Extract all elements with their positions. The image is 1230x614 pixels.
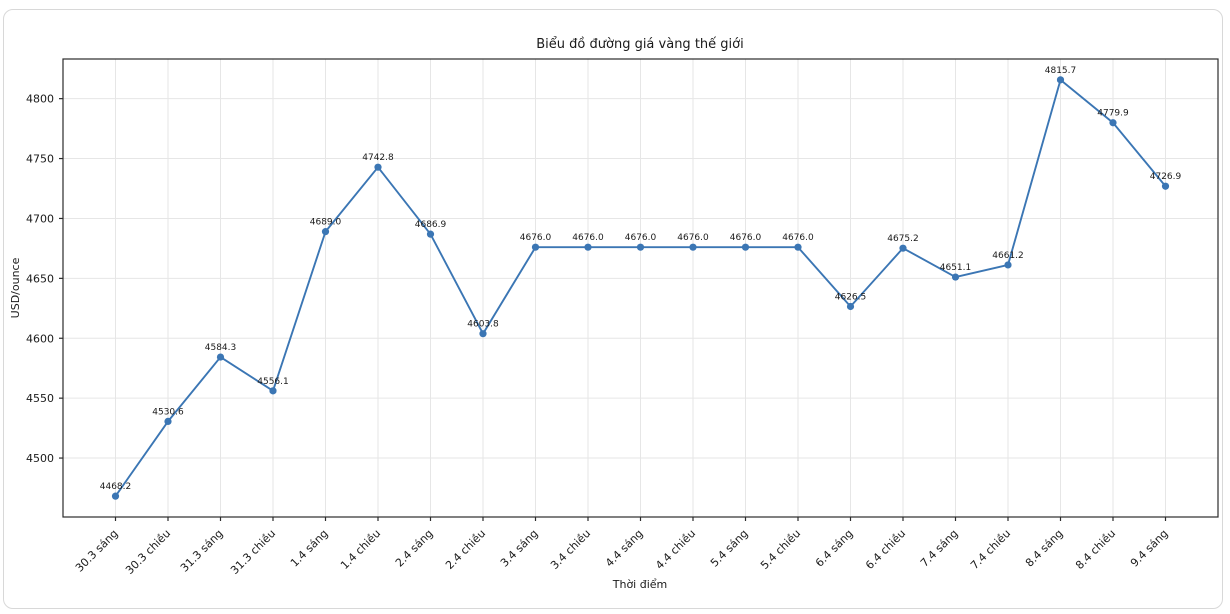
- data-point-marker: [374, 163, 382, 171]
- grid-layer: [63, 59, 1218, 517]
- data-point-label: 4468.2: [100, 482, 132, 492]
- x-tick-label: 8.4 chiều: [1073, 527, 1118, 572]
- data-point-label: 4779.9: [1097, 109, 1129, 119]
- data-point-label: 4661.2: [992, 251, 1024, 261]
- data-point-marker: [741, 243, 750, 251]
- axes-layer: 4500 4550 4600 4650 4700 4750 4800 30.3 sáng 30.…: [26, 58, 1219, 577]
- price-series: [111, 76, 1170, 500]
- x-tick-label: 5.4 sáng: [708, 527, 751, 570]
- x-tick-label: 4.4 sáng: [603, 527, 646, 570]
- data-point-label: 4676.0: [782, 233, 814, 243]
- chart-title: Biểu đồ đường giá vàng thế giới: [536, 37, 743, 52]
- data-point-label: 4815.7: [1045, 66, 1077, 76]
- x-tick-label: 2.4 chiều: [443, 527, 488, 572]
- y-axis-label: USD/ounce: [9, 257, 22, 318]
- data-point-marker: [1161, 182, 1170, 190]
- data-point-marker: [1109, 119, 1117, 127]
- data-point-marker: [216, 353, 225, 361]
- data-point-marker: [479, 330, 487, 338]
- data-point-label: 4676.0: [572, 233, 604, 243]
- x-tick-label: 8.4 sáng: [1023, 527, 1066, 570]
- data-point-marker: [636, 243, 645, 251]
- x-tick-label: 1.4 chiều: [338, 527, 383, 572]
- data-point-label: 4626.5: [835, 293, 867, 303]
- x-tick-label: 7.4 chiều: [968, 527, 1013, 572]
- data-point-marker: [794, 243, 802, 251]
- data-point-label: 4675.2: [887, 234, 919, 244]
- data-point-marker: [111, 492, 120, 500]
- x-tick-label: 3.4 chiều: [548, 527, 593, 572]
- x-tick-label: 4.4 chiều: [653, 527, 698, 572]
- data-point-marker: [426, 230, 435, 238]
- x-tick-label: 7.4 sáng: [918, 527, 961, 570]
- x-tick-label: 31.3 sáng: [178, 527, 226, 575]
- data-point-marker: [951, 273, 960, 281]
- y-tick-label: 4550: [26, 392, 54, 405]
- data-point-label: 4726.9: [1150, 172, 1182, 182]
- data-point-label: 4676.0: [520, 233, 552, 243]
- x-tick-label: 31.3 chiều: [228, 527, 278, 577]
- y-tick-label: 4700: [26, 212, 54, 225]
- data-point-label: 4689.0: [310, 218, 342, 228]
- data-point-marker: [164, 417, 172, 425]
- data-point-label: 4556.1: [257, 377, 289, 387]
- data-point-label: 4584.3: [205, 343, 237, 353]
- data-labels-layer: 4468.2 4530.6 4584.3 4556.1 4689.0 4742.8 4686…: [100, 66, 1182, 492]
- data-point-marker: [321, 228, 330, 236]
- data-point-label: 4651.1: [940, 263, 972, 273]
- data-point-label: 4603.8: [467, 320, 499, 330]
- x-tick-label: 3.4 sáng: [498, 527, 541, 570]
- y-tick-label: 4800: [26, 93, 54, 106]
- y-tick-label: 4750: [26, 153, 54, 166]
- data-point-label: 4676.0: [730, 233, 762, 243]
- x-tick-label: 5.4 chiều: [758, 527, 803, 572]
- data-point-marker: [899, 244, 907, 252]
- x-tick-label: 9.4 sáng: [1128, 527, 1171, 570]
- data-point-label: 4686.9: [415, 220, 447, 230]
- data-point-marker: [846, 302, 855, 311]
- x-tick-label: 30.3 chiều: [123, 527, 173, 577]
- x-tick-label: 6.4 chiều: [863, 527, 908, 572]
- y-tick-label: 4500: [26, 452, 54, 465]
- y-tick-label: 4600: [26, 332, 54, 345]
- x-tick-label: 2.4 sáng: [393, 527, 436, 570]
- data-point-marker: [1056, 76, 1065, 84]
- data-point-marker: [531, 243, 540, 251]
- y-tick-label: 4650: [26, 272, 54, 285]
- data-point-marker: [689, 243, 697, 251]
- x-tick-label: 30.3 sáng: [73, 527, 121, 575]
- data-point-label: 4676.0: [625, 233, 657, 243]
- data-point-label: 4530.6: [152, 407, 184, 417]
- chart-card: [3, 9, 1223, 609]
- x-tick-label: 1.4 sáng: [288, 527, 331, 570]
- data-point-marker: [584, 243, 592, 251]
- data-point-label: 4676.0: [677, 233, 709, 243]
- x-axis-label: Thời điểm: [612, 578, 668, 591]
- x-tick-label: 6.4 sáng: [813, 527, 856, 570]
- data-point-label: 4742.8: [362, 153, 394, 163]
- data-point-marker: [1004, 261, 1012, 269]
- data-point-marker: [269, 387, 277, 395]
